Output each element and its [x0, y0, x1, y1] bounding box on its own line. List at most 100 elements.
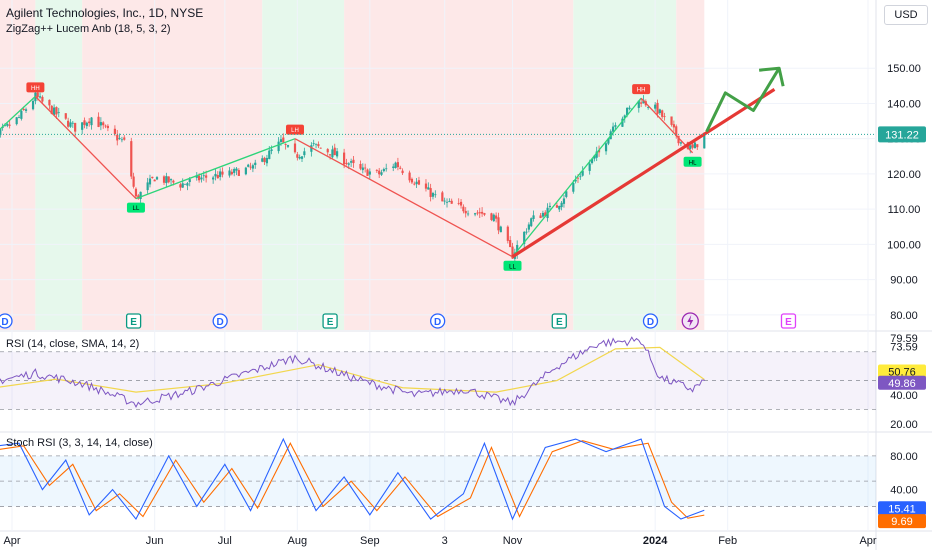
- candle-body: [333, 147, 336, 156]
- candle-body: [457, 203, 460, 204]
- candle-body: [8, 124, 11, 126]
- candle-body: [64, 113, 67, 119]
- candle-body: [478, 212, 481, 214]
- candle-body: [628, 107, 631, 109]
- stoch-tick-label: 40.00: [890, 485, 918, 497]
- zone-bull: [262, 0, 345, 330]
- candle-body: [67, 120, 70, 127]
- event-label: D: [217, 317, 224, 328]
- candle-body: [590, 158, 594, 164]
- candle-body: [483, 213, 486, 215]
- rsi-value-badge: [878, 375, 926, 390]
- time-tick-label: Apr: [859, 535, 876, 547]
- projection-path: [705, 67, 781, 133]
- candle-body: [335, 151, 339, 157]
- candle-body: [212, 177, 215, 180]
- event-label: E: [556, 317, 563, 328]
- candle-body: [670, 116, 673, 125]
- candle-body: [410, 178, 414, 183]
- candle-body: [462, 206, 465, 212]
- candle-body: [265, 157, 269, 164]
- candle-body: [675, 126, 678, 137]
- candle-body: [15, 117, 18, 125]
- candle-body: [17, 116, 21, 118]
- candle-body: [495, 215, 498, 219]
- dividend-marker[interactable]: [642, 313, 659, 329]
- candle-body: [216, 175, 219, 179]
- candle-body: [523, 231, 526, 245]
- candle-body: [183, 183, 187, 185]
- candle-body: [450, 200, 453, 204]
- candle-body: [90, 117, 93, 126]
- candle-body: [614, 125, 617, 127]
- candle-body: [445, 201, 449, 203]
- candle-body: [525, 231, 528, 233]
- candle-body: [251, 165, 254, 169]
- pivot-badge: [632, 84, 651, 95]
- candle-body: [22, 108, 25, 110]
- candle-body: [555, 205, 559, 208]
- candle-body: [169, 179, 173, 181]
- time-tick-label: Aug: [288, 535, 308, 547]
- earnings-marker[interactable]: [780, 313, 797, 329]
- currency-button[interactable]: USD: [884, 5, 928, 25]
- candle-body: [104, 125, 107, 127]
- candle-body: [380, 172, 383, 175]
- rsi-ma-line: [0, 346, 705, 393]
- candle-body: [116, 134, 119, 141]
- zone-bear: [0, 0, 36, 330]
- candle-body: [640, 102, 643, 104]
- candle-body: [497, 217, 500, 231]
- dividend-marker[interactable]: [430, 313, 446, 329]
- candle-body: [345, 162, 348, 164]
- zigzag-segment: [135, 138, 296, 200]
- candle-body: [378, 170, 381, 175]
- price-tick-label: 80.00: [890, 310, 918, 322]
- candle-body: [328, 154, 332, 156]
- candle-body: [195, 175, 198, 178]
- earnings-marker[interactable]: [551, 313, 567, 329]
- candle-body: [476, 212, 479, 214]
- projection-arrowhead: [758, 66, 785, 87]
- candle-body: [693, 142, 697, 149]
- candle-body: [696, 144, 699, 148]
- rsi-tick-label: 73.59: [890, 342, 918, 354]
- dividend-marker[interactable]: [0, 313, 13, 329]
- candle-body: [282, 137, 285, 143]
- candle-body: [83, 120, 86, 125]
- candle-body: [181, 183, 184, 188]
- stoch-k-value: 15.41: [888, 503, 916, 515]
- candle-body: [429, 188, 432, 197]
- dividend-marker[interactable]: [212, 313, 228, 329]
- candle-body: [165, 176, 168, 184]
- candle-body: [36, 92, 39, 98]
- time-tick-label: Sep: [360, 535, 380, 547]
- candle-body: [466, 213, 470, 215]
- candle-body: [188, 179, 191, 183]
- candle-body: [312, 143, 315, 145]
- candle-body: [113, 128, 117, 135]
- candle-body: [120, 139, 124, 141]
- earnings-marker[interactable]: [125, 313, 142, 329]
- rsi-layer: [0, 336, 876, 410]
- rsi-tick-label: 20.00: [890, 419, 918, 431]
- candle-body: [319, 147, 322, 149]
- candle-body: [375, 170, 378, 171]
- candle-body: [123, 137, 126, 140]
- candle-body: [118, 137, 121, 139]
- candle-body: [261, 158, 264, 162]
- candle-body: [459, 201, 463, 206]
- time-tick-label: Feb: [718, 535, 737, 547]
- candle-body: [672, 124, 675, 128]
- candle-body: [530, 218, 533, 227]
- candle-body: [679, 142, 682, 144]
- candle-body: [202, 175, 205, 177]
- candle-body: [270, 149, 273, 151]
- earnings-marker[interactable]: [322, 313, 338, 329]
- candle-body: [527, 224, 530, 230]
- stoch-tick-label: 80.00: [890, 451, 918, 463]
- candle-body: [0, 128, 2, 136]
- candle-body: [576, 177, 580, 179]
